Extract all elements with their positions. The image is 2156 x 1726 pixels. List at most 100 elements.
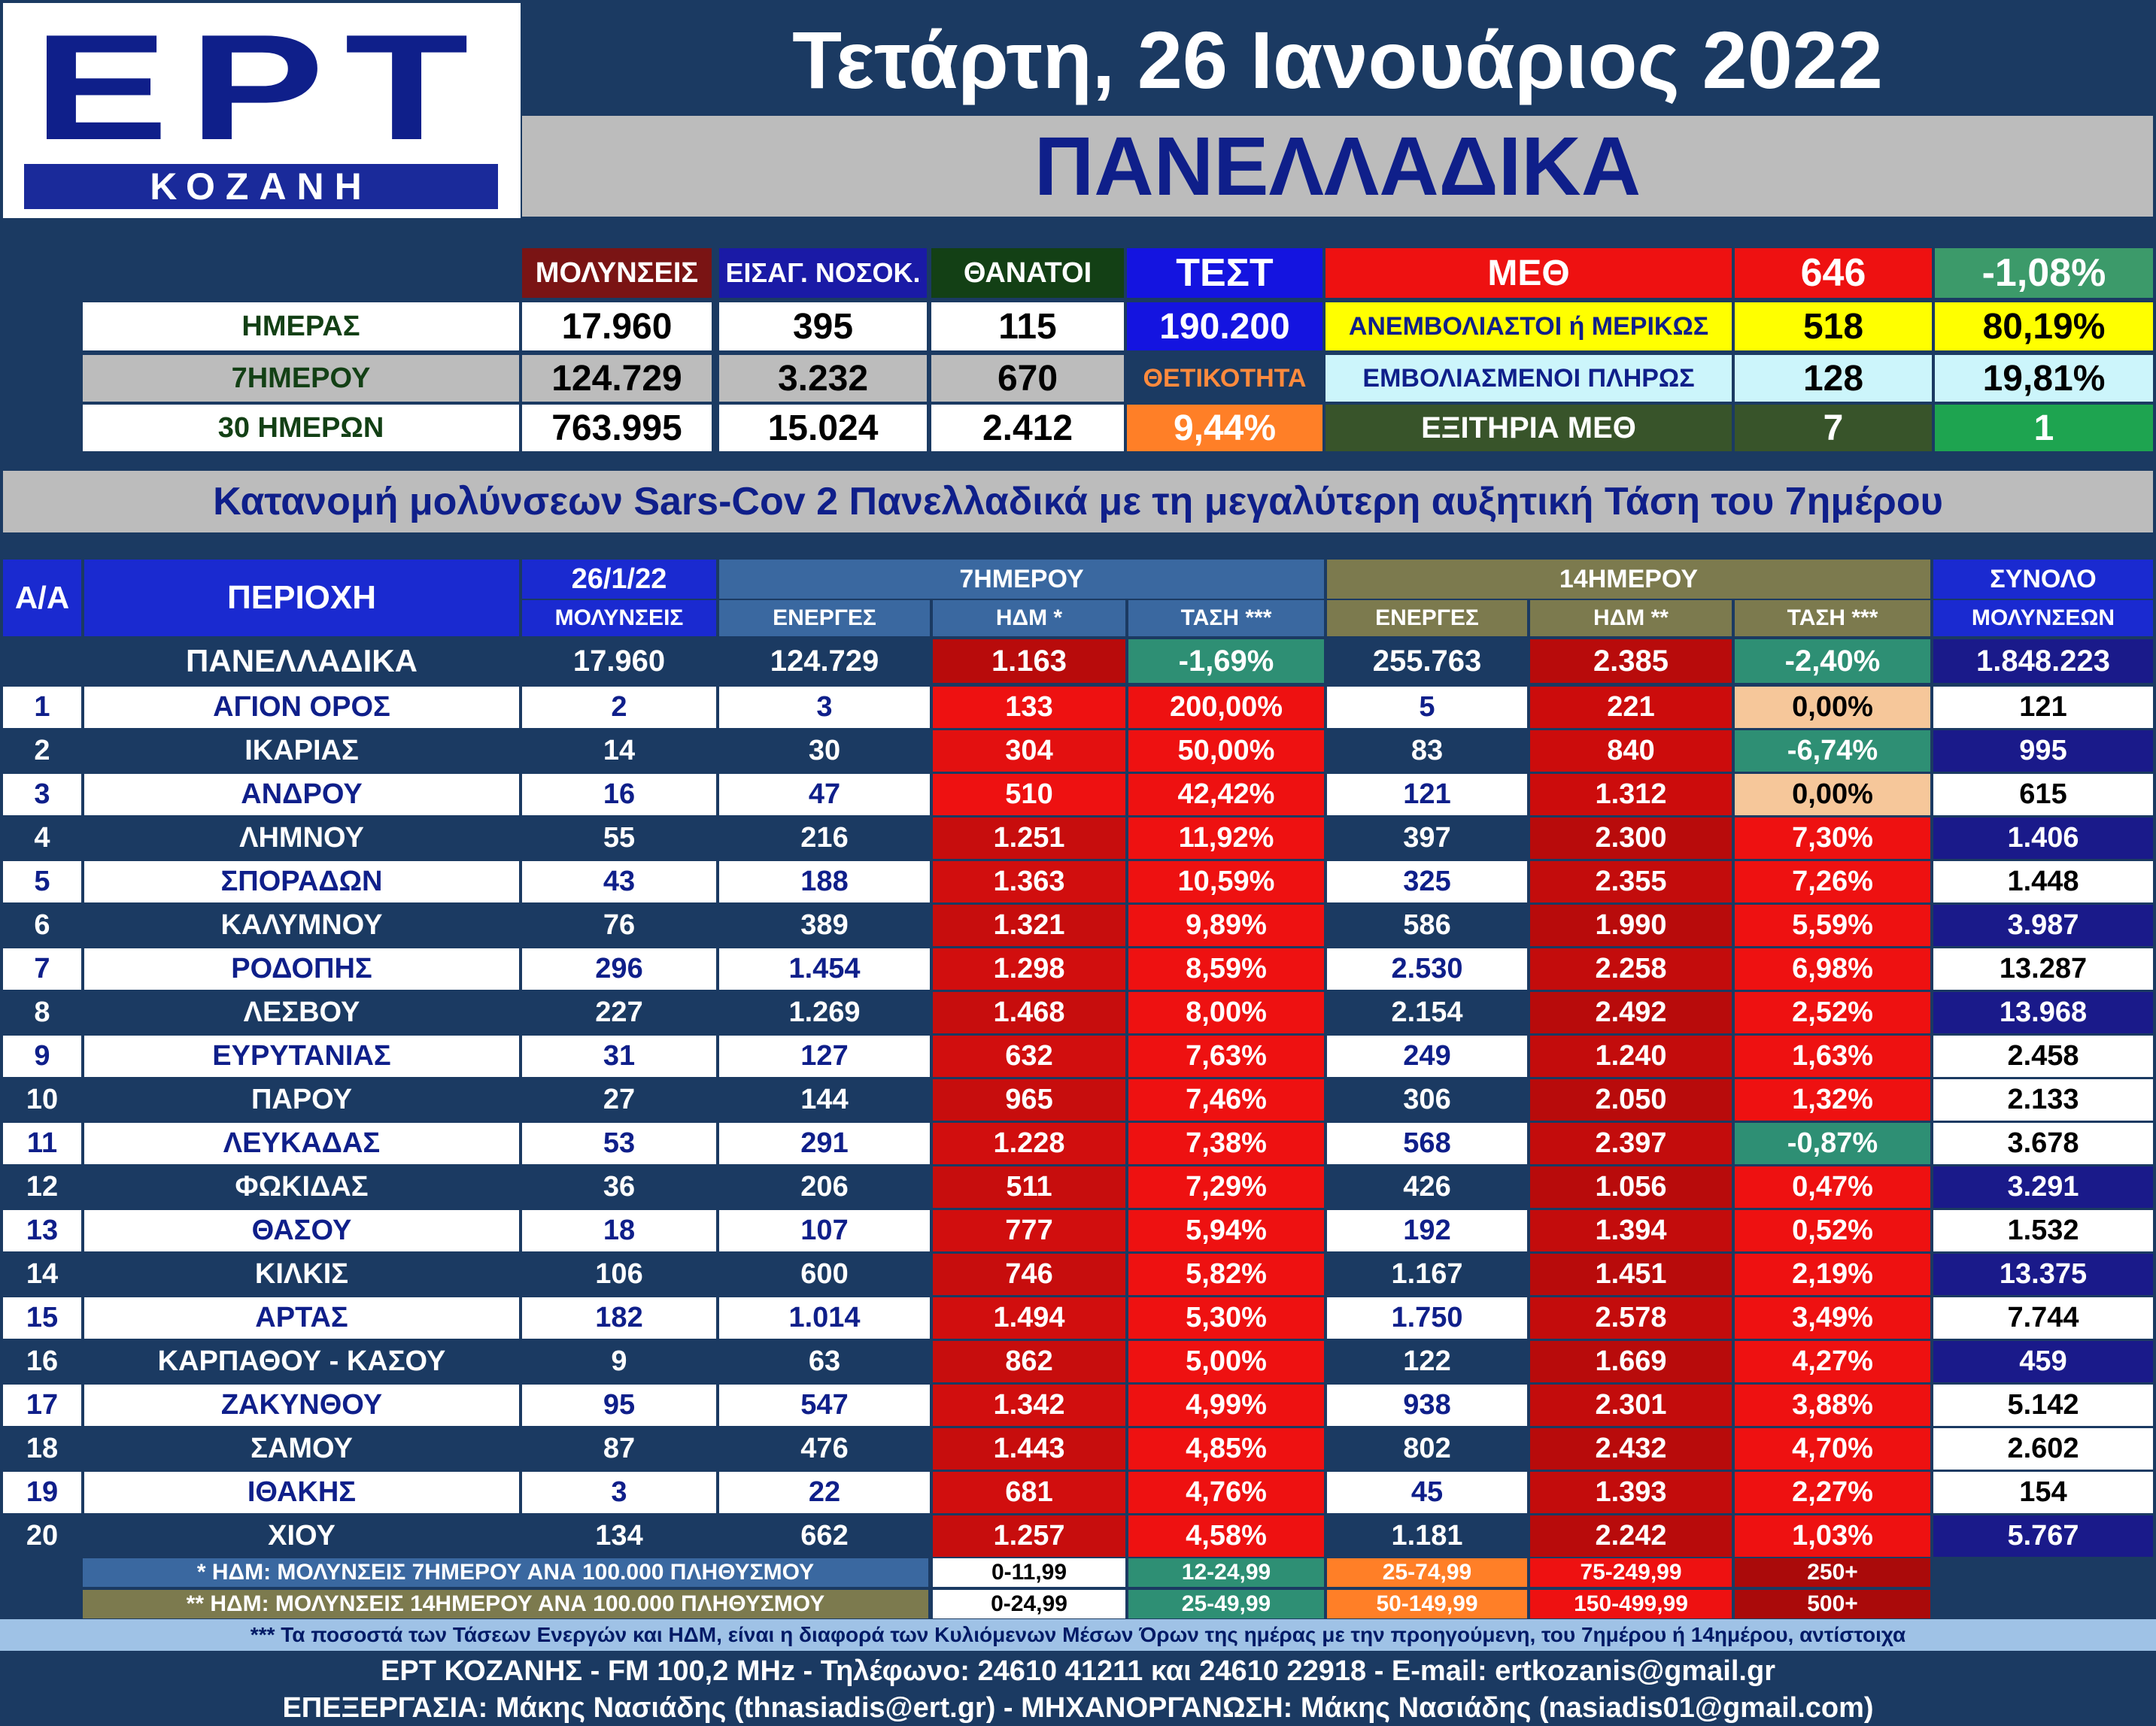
row-hdm14: 1.056 bbox=[1530, 1166, 1732, 1208]
row-active7: 547 bbox=[719, 1385, 930, 1426]
legend-range: 50-149,99 bbox=[1327, 1590, 1527, 1618]
row-infections: 14 bbox=[522, 730, 716, 772]
row-trend14: 7,30% bbox=[1735, 817, 1930, 859]
summary-row-label: 30 ΗΜΕΡΩΝ bbox=[83, 405, 519, 451]
row-number: 17 bbox=[3, 1385, 81, 1426]
row-active7: 144 bbox=[719, 1079, 930, 1121]
row-active14: 122 bbox=[1327, 1341, 1527, 1382]
row-total: 5.767 bbox=[1933, 1515, 2153, 1557]
row-number: 15 bbox=[3, 1297, 81, 1339]
row-area: ΧΙΟΥ bbox=[84, 1515, 519, 1557]
row-total: 995 bbox=[1933, 730, 2153, 772]
row-area: ΘΑΣΟΥ bbox=[84, 1210, 519, 1251]
row-hdm14: 1.394 bbox=[1530, 1210, 1732, 1251]
row-active14: 2.530 bbox=[1327, 948, 1527, 990]
row-area: ΛΕΥΚΑΔΑΣ bbox=[84, 1123, 519, 1164]
header-active7: ΕΝΕΡΓΕΣ bbox=[719, 600, 930, 636]
row-hdm14: 1.312 bbox=[1530, 774, 1732, 815]
row-active14: 2.154 bbox=[1327, 992, 1527, 1033]
region-title: ΠΑΝΕΛΛΑΔΙΚΑ bbox=[522, 116, 2153, 217]
row-trend14: 4,70% bbox=[1735, 1428, 1930, 1470]
row-hdm14: 2.300 bbox=[1530, 817, 1732, 859]
icu-unvaccinated-label: ΑΝΕΜΒΟΛΙΑΣΤΟΙ ή ΜΕΡΙΚΩΣ bbox=[1325, 302, 1732, 350]
row-trend7: 4,76% bbox=[1128, 1472, 1324, 1513]
icu-change: -1,08% bbox=[1935, 248, 2153, 298]
row-hdm7: 304 bbox=[933, 730, 1125, 772]
row-area: ΙΘΑΚΗΣ bbox=[84, 1472, 519, 1513]
row-trend7: 4,85% bbox=[1128, 1428, 1324, 1470]
row-hdm14: 1.240 bbox=[1530, 1036, 1732, 1077]
row-hdm7: 1.363 bbox=[933, 861, 1125, 902]
icu-unvaccinated: 518 bbox=[1735, 302, 1932, 350]
row-active14: 192 bbox=[1327, 1210, 1527, 1251]
row-total: 2.602 bbox=[1933, 1428, 2153, 1470]
row-trend7: 4,58% bbox=[1128, 1515, 1324, 1557]
row-total: 1.532 bbox=[1933, 1210, 2153, 1251]
row-hdm14: 2.397 bbox=[1530, 1123, 1732, 1164]
legend-range: 500+ bbox=[1735, 1590, 1930, 1618]
summary-cell: 190.200 bbox=[1127, 302, 1322, 350]
legend-range: 12-24,99 bbox=[1128, 1558, 1324, 1587]
icu-vaccinated-pct: 19,81% bbox=[1935, 355, 2153, 402]
row-active14: 121 bbox=[1327, 774, 1527, 815]
national-hdm14: 2.385 bbox=[1530, 639, 1732, 683]
row-hdm14: 1.451 bbox=[1530, 1254, 1732, 1295]
summary-cell: 2.412 bbox=[931, 405, 1124, 451]
row-total: 1.448 bbox=[1933, 861, 2153, 902]
row-active7: 1.014 bbox=[719, 1297, 930, 1339]
header-7day: 7ΗΜΕΡΟΥ bbox=[719, 560, 1324, 599]
row-hdm7: 510 bbox=[933, 774, 1125, 815]
row-active7: 662 bbox=[719, 1515, 930, 1557]
row-infections: 53 bbox=[522, 1123, 716, 1164]
row-hdm7: 1.298 bbox=[933, 948, 1125, 990]
row-total: 5.142 bbox=[1933, 1385, 2153, 1426]
row-infections: 87 bbox=[522, 1428, 716, 1470]
row-trend7: 8,00% bbox=[1128, 992, 1324, 1033]
row-hdm7: 1.443 bbox=[933, 1428, 1125, 1470]
row-total: 13.287 bbox=[1933, 948, 2153, 990]
row-trend7: 10,59% bbox=[1128, 861, 1324, 902]
row-active14: 5 bbox=[1327, 687, 1527, 728]
row-trend14: 3,49% bbox=[1735, 1297, 1930, 1339]
row-trend7: 42,42% bbox=[1128, 774, 1324, 815]
row-area: ΣΑΜΟΥ bbox=[84, 1428, 519, 1470]
icu-title: ΜΕΘ bbox=[1325, 248, 1732, 298]
row-area: ΙΚΑΡΙΑΣ bbox=[84, 730, 519, 772]
row-infections: 43 bbox=[522, 861, 716, 902]
row-trend7: 5,82% bbox=[1128, 1254, 1324, 1295]
row-trend7: 11,92% bbox=[1128, 817, 1324, 859]
row-hdm14: 2.578 bbox=[1530, 1297, 1732, 1339]
row-number: 9 bbox=[3, 1036, 81, 1077]
row-trend14: 1,63% bbox=[1735, 1036, 1930, 1077]
row-trend14: -6,74% bbox=[1735, 730, 1930, 772]
row-hdm14: 2.492 bbox=[1530, 992, 1732, 1033]
row-trend14: 2,52% bbox=[1735, 992, 1930, 1033]
row-trend14: 0,00% bbox=[1735, 774, 1930, 815]
row-active14: 45 bbox=[1327, 1472, 1527, 1513]
summary-cell: 124.729 bbox=[522, 355, 712, 402]
row-infections: 31 bbox=[522, 1036, 716, 1077]
header-area: ΠΕΡΙΟΧΗ bbox=[84, 560, 519, 636]
row-trend14: -0,87% bbox=[1735, 1123, 1930, 1164]
legend-range: 75-249,99 bbox=[1530, 1558, 1732, 1587]
row-trend7: 9,89% bbox=[1128, 905, 1324, 946]
row-infections: 134 bbox=[522, 1515, 716, 1557]
row-trend7: 50,00% bbox=[1128, 730, 1324, 772]
national-area: ΠΑΝΕΛΛΑΔΙΚΑ bbox=[84, 639, 519, 683]
row-active7: 206 bbox=[719, 1166, 930, 1208]
header-total2: ΜΟΛΥΝΣΕΩΝ bbox=[1933, 600, 2153, 636]
summary-row-label: 7ΗΜΕΡΟΥ bbox=[83, 355, 519, 402]
national-total: 1.848.223 bbox=[1933, 639, 2153, 683]
row-total: 121 bbox=[1933, 687, 2153, 728]
row-area: ΚΙΛΚΙΣ bbox=[84, 1254, 519, 1295]
row-trend14: 0,00% bbox=[1735, 687, 1930, 728]
row-active7: 291 bbox=[719, 1123, 930, 1164]
row-total: 13.375 bbox=[1933, 1254, 2153, 1295]
row-total: 2.133 bbox=[1933, 1079, 2153, 1121]
row-number: 6 bbox=[3, 905, 81, 946]
row-hdm14: 840 bbox=[1530, 730, 1732, 772]
row-hdm7: 1.251 bbox=[933, 817, 1125, 859]
row-active7: 127 bbox=[719, 1036, 930, 1077]
row-trend14: 3,88% bbox=[1735, 1385, 1930, 1426]
row-total: 7.744 bbox=[1933, 1297, 2153, 1339]
